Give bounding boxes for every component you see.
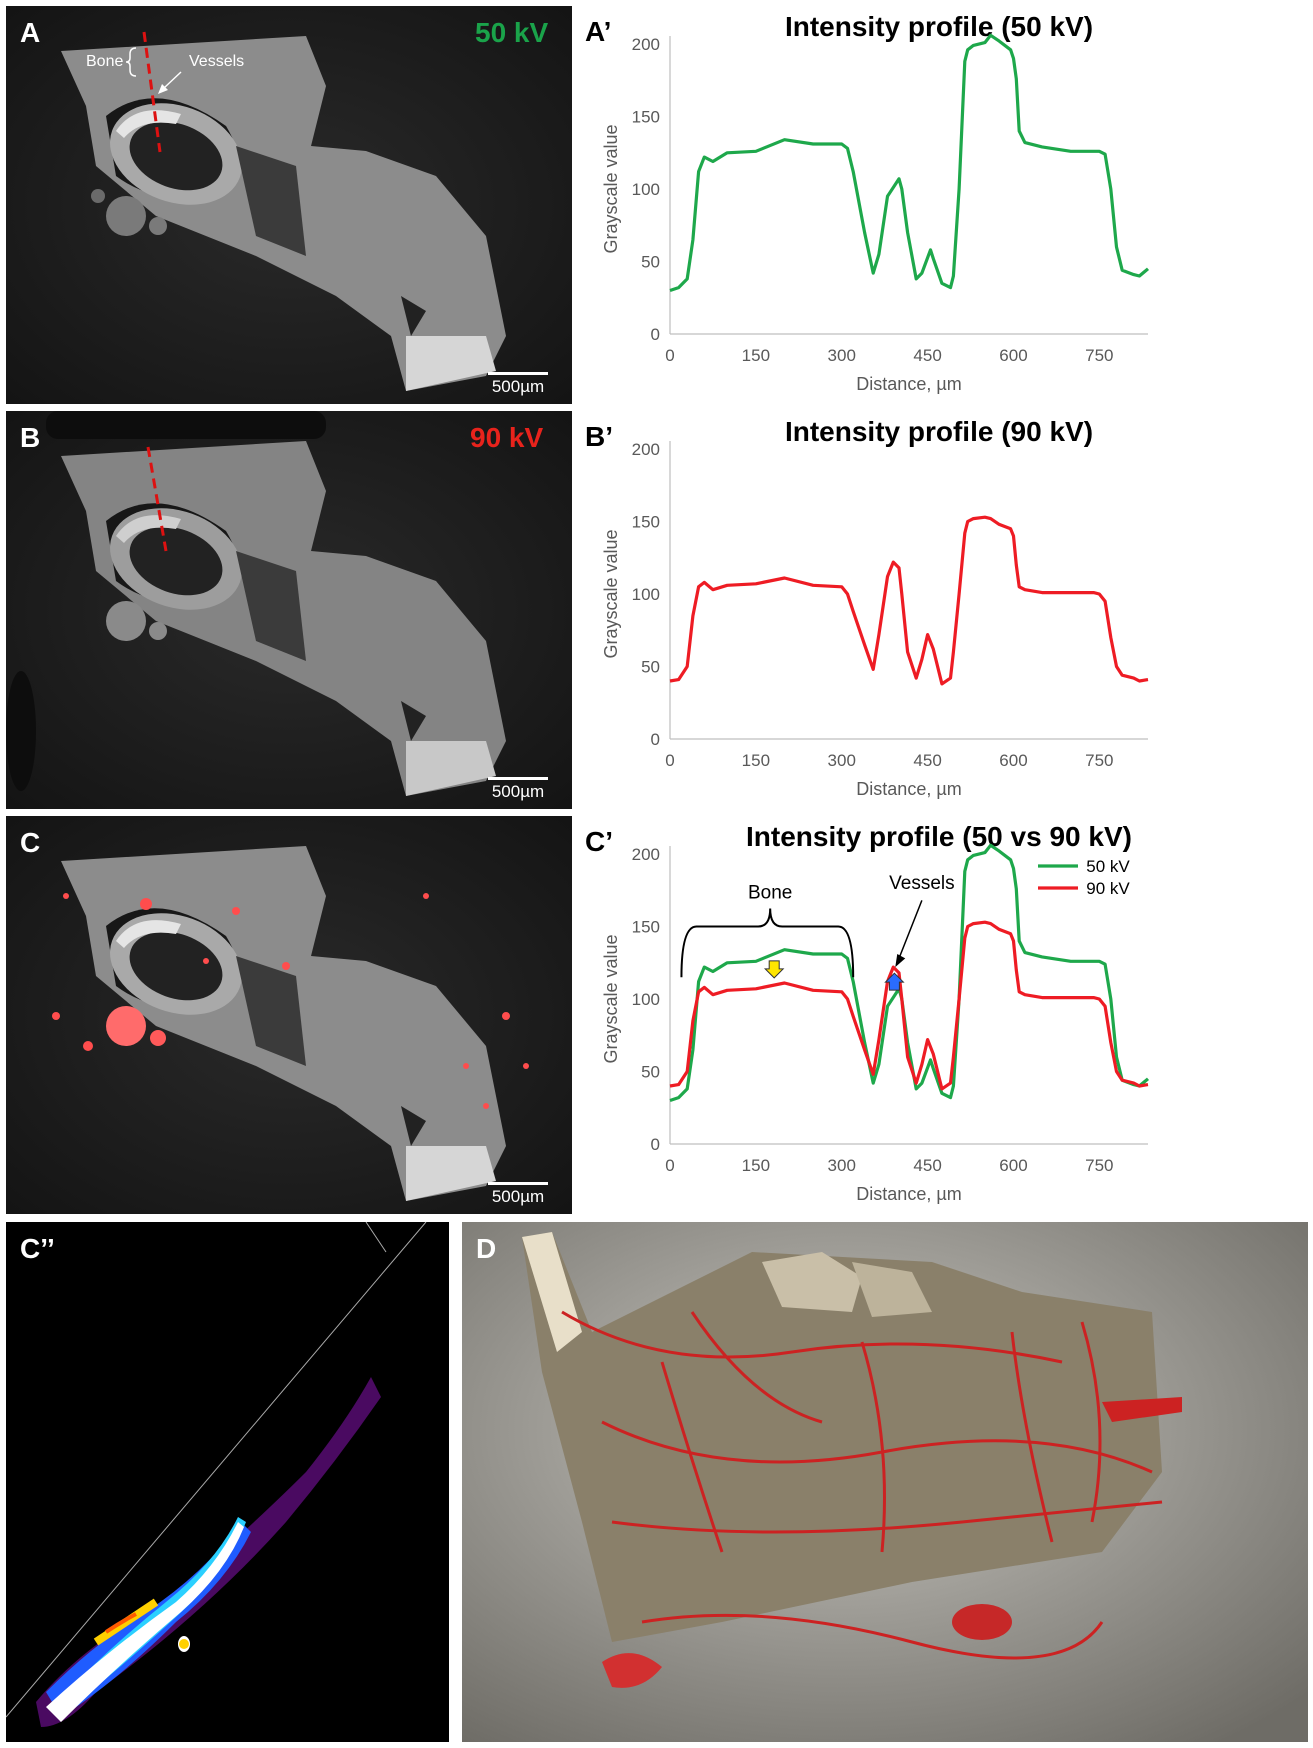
scale-bar-label: 500µm (491, 377, 545, 396)
legend-label: 50 kV (1086, 857, 1130, 876)
y-tick-label: 0 (651, 325, 660, 344)
y-tick-label: 50 (641, 658, 660, 677)
x-tick-label: 150 (742, 346, 770, 365)
series-line-0 (669, 33, 1150, 293)
panel-letter-cpp: C’’ (20, 1233, 55, 1264)
ct-image-overlay (6, 816, 572, 1214)
y-tick-label: 200 (632, 845, 660, 864)
panel-letter: B’ (585, 421, 613, 452)
panel-letter-d: D (476, 1233, 497, 1264)
x-tick-label: 750 (1085, 346, 1113, 365)
x-tick-label: 150 (742, 751, 770, 770)
series-line-50-kv (669, 843, 1150, 1103)
x-tick-label: 300 (828, 1156, 856, 1175)
3d-rendering-image (462, 1222, 1308, 1742)
chart-title: Intensity profile (50 vs 90 kV) (746, 821, 1132, 852)
x-tick-label: 750 (1085, 1156, 1113, 1175)
y-tick-label: 100 (632, 990, 660, 1009)
x-tick-label: 450 (913, 1156, 941, 1175)
x-tick-label: 450 (913, 346, 941, 365)
x-tick-label: 300 (828, 751, 856, 770)
panel-letter-c: C (20, 827, 41, 858)
ct-slice-drawing: Bone Vessels (6, 6, 572, 404)
panel-letter-a: A (20, 17, 41, 48)
decrease-arrow-icon (763, 960, 785, 979)
x-tick-label: 300 (828, 346, 856, 365)
bone-brace (680, 908, 855, 978)
scale-bar-line (488, 1182, 548, 1185)
y-tick-label: 0 (651, 1135, 660, 1154)
scale-bar-c: 500µm (487, 1182, 549, 1207)
x-tick-label: 600 (999, 751, 1027, 770)
vessels-label: Vessels (189, 53, 244, 70)
x-tick-label: 0 (665, 751, 674, 770)
x-tick-label: 0 (665, 346, 674, 365)
x-tick-label: 600 (999, 1156, 1027, 1175)
x-tick-label: 600 (999, 346, 1027, 365)
heatmap-image (6, 1222, 449, 1742)
y-tick-label: 200 (632, 35, 660, 54)
bone-label: Bone (86, 53, 123, 70)
intensity-chart-comparison: C’ Intensity profile (50 vs 90 kV) 0 50 100 1… (585, 821, 1150, 1204)
scale-bar-line (488, 372, 548, 375)
y-axis-label: Grayscale value (601, 124, 621, 253)
y-tick-label: 50 (641, 253, 660, 272)
chart-title: Intensity profile (90 kV) (785, 416, 1093, 447)
series-line-90-kv (669, 920, 1149, 1091)
vessels-annotation: Vessels (889, 873, 954, 894)
y-axis-label: Grayscale value (601, 529, 621, 658)
vessels-arrow (896, 900, 923, 964)
kv-label-90: 90 kV (470, 422, 544, 453)
scale-bar-label: 500µm (491, 1187, 545, 1206)
increase-arrow-icon (884, 972, 905, 991)
ct-slice-drawing (6, 411, 572, 809)
x-tick-label: 150 (742, 1156, 770, 1175)
heatmap-drawing (6, 1222, 427, 1727)
3d-rendering-drawing (462, 1222, 1308, 1742)
y-tick-label: 0 (651, 730, 660, 749)
scale-bar-label: 500µm (491, 782, 545, 801)
bone-annotation: Bone (748, 883, 792, 904)
y-tick-label: 150 (632, 108, 660, 127)
scale-bar-line (488, 777, 548, 780)
x-axis-label: Distance, µm (856, 779, 961, 799)
ct-image-50kv: Bone Vessels (6, 6, 572, 404)
kv-label-50: 50 kV (475, 17, 549, 48)
x-tick-label: 0 (665, 1156, 674, 1175)
scale-bar-b: 500µm (487, 777, 549, 802)
y-tick-label: 150 (632, 513, 660, 532)
panel-letter: A’ (585, 16, 611, 47)
intensity-chart-50kv: A’ Intensity profile (50 kV) 0 50 100 150 200 0… (585, 11, 1150, 394)
x-tick-label: 750 (1085, 751, 1113, 770)
ct-slice-drawing (6, 816, 572, 1214)
y-tick-label: 200 (632, 440, 660, 459)
x-tick-label: 450 (913, 751, 941, 770)
y-tick-label: 150 (632, 918, 660, 937)
panel-letter-b: B (20, 422, 41, 453)
series-line-0 (669, 515, 1149, 686)
ct-image-90kv (6, 411, 572, 809)
panel-letter: C’ (585, 826, 613, 857)
chart-title: Intensity profile (50 kV) (785, 11, 1093, 42)
x-axis-label: Distance, µm (856, 374, 961, 394)
y-tick-label: 100 (632, 585, 660, 604)
y-tick-label: 50 (641, 1063, 660, 1082)
y-axis-label: Grayscale value (601, 934, 621, 1063)
x-axis-label: Distance, µm (856, 1184, 961, 1204)
intensity-chart-90kv: B’ Intensity profile (90 kV) 0 50 100 150 200 0… (585, 416, 1149, 799)
vessels-arrowhead (895, 954, 906, 968)
legend-label: 90 kV (1086, 879, 1130, 898)
scale-bar-a: 500µm (487, 372, 549, 397)
y-tick-label: 100 (632, 180, 660, 199)
